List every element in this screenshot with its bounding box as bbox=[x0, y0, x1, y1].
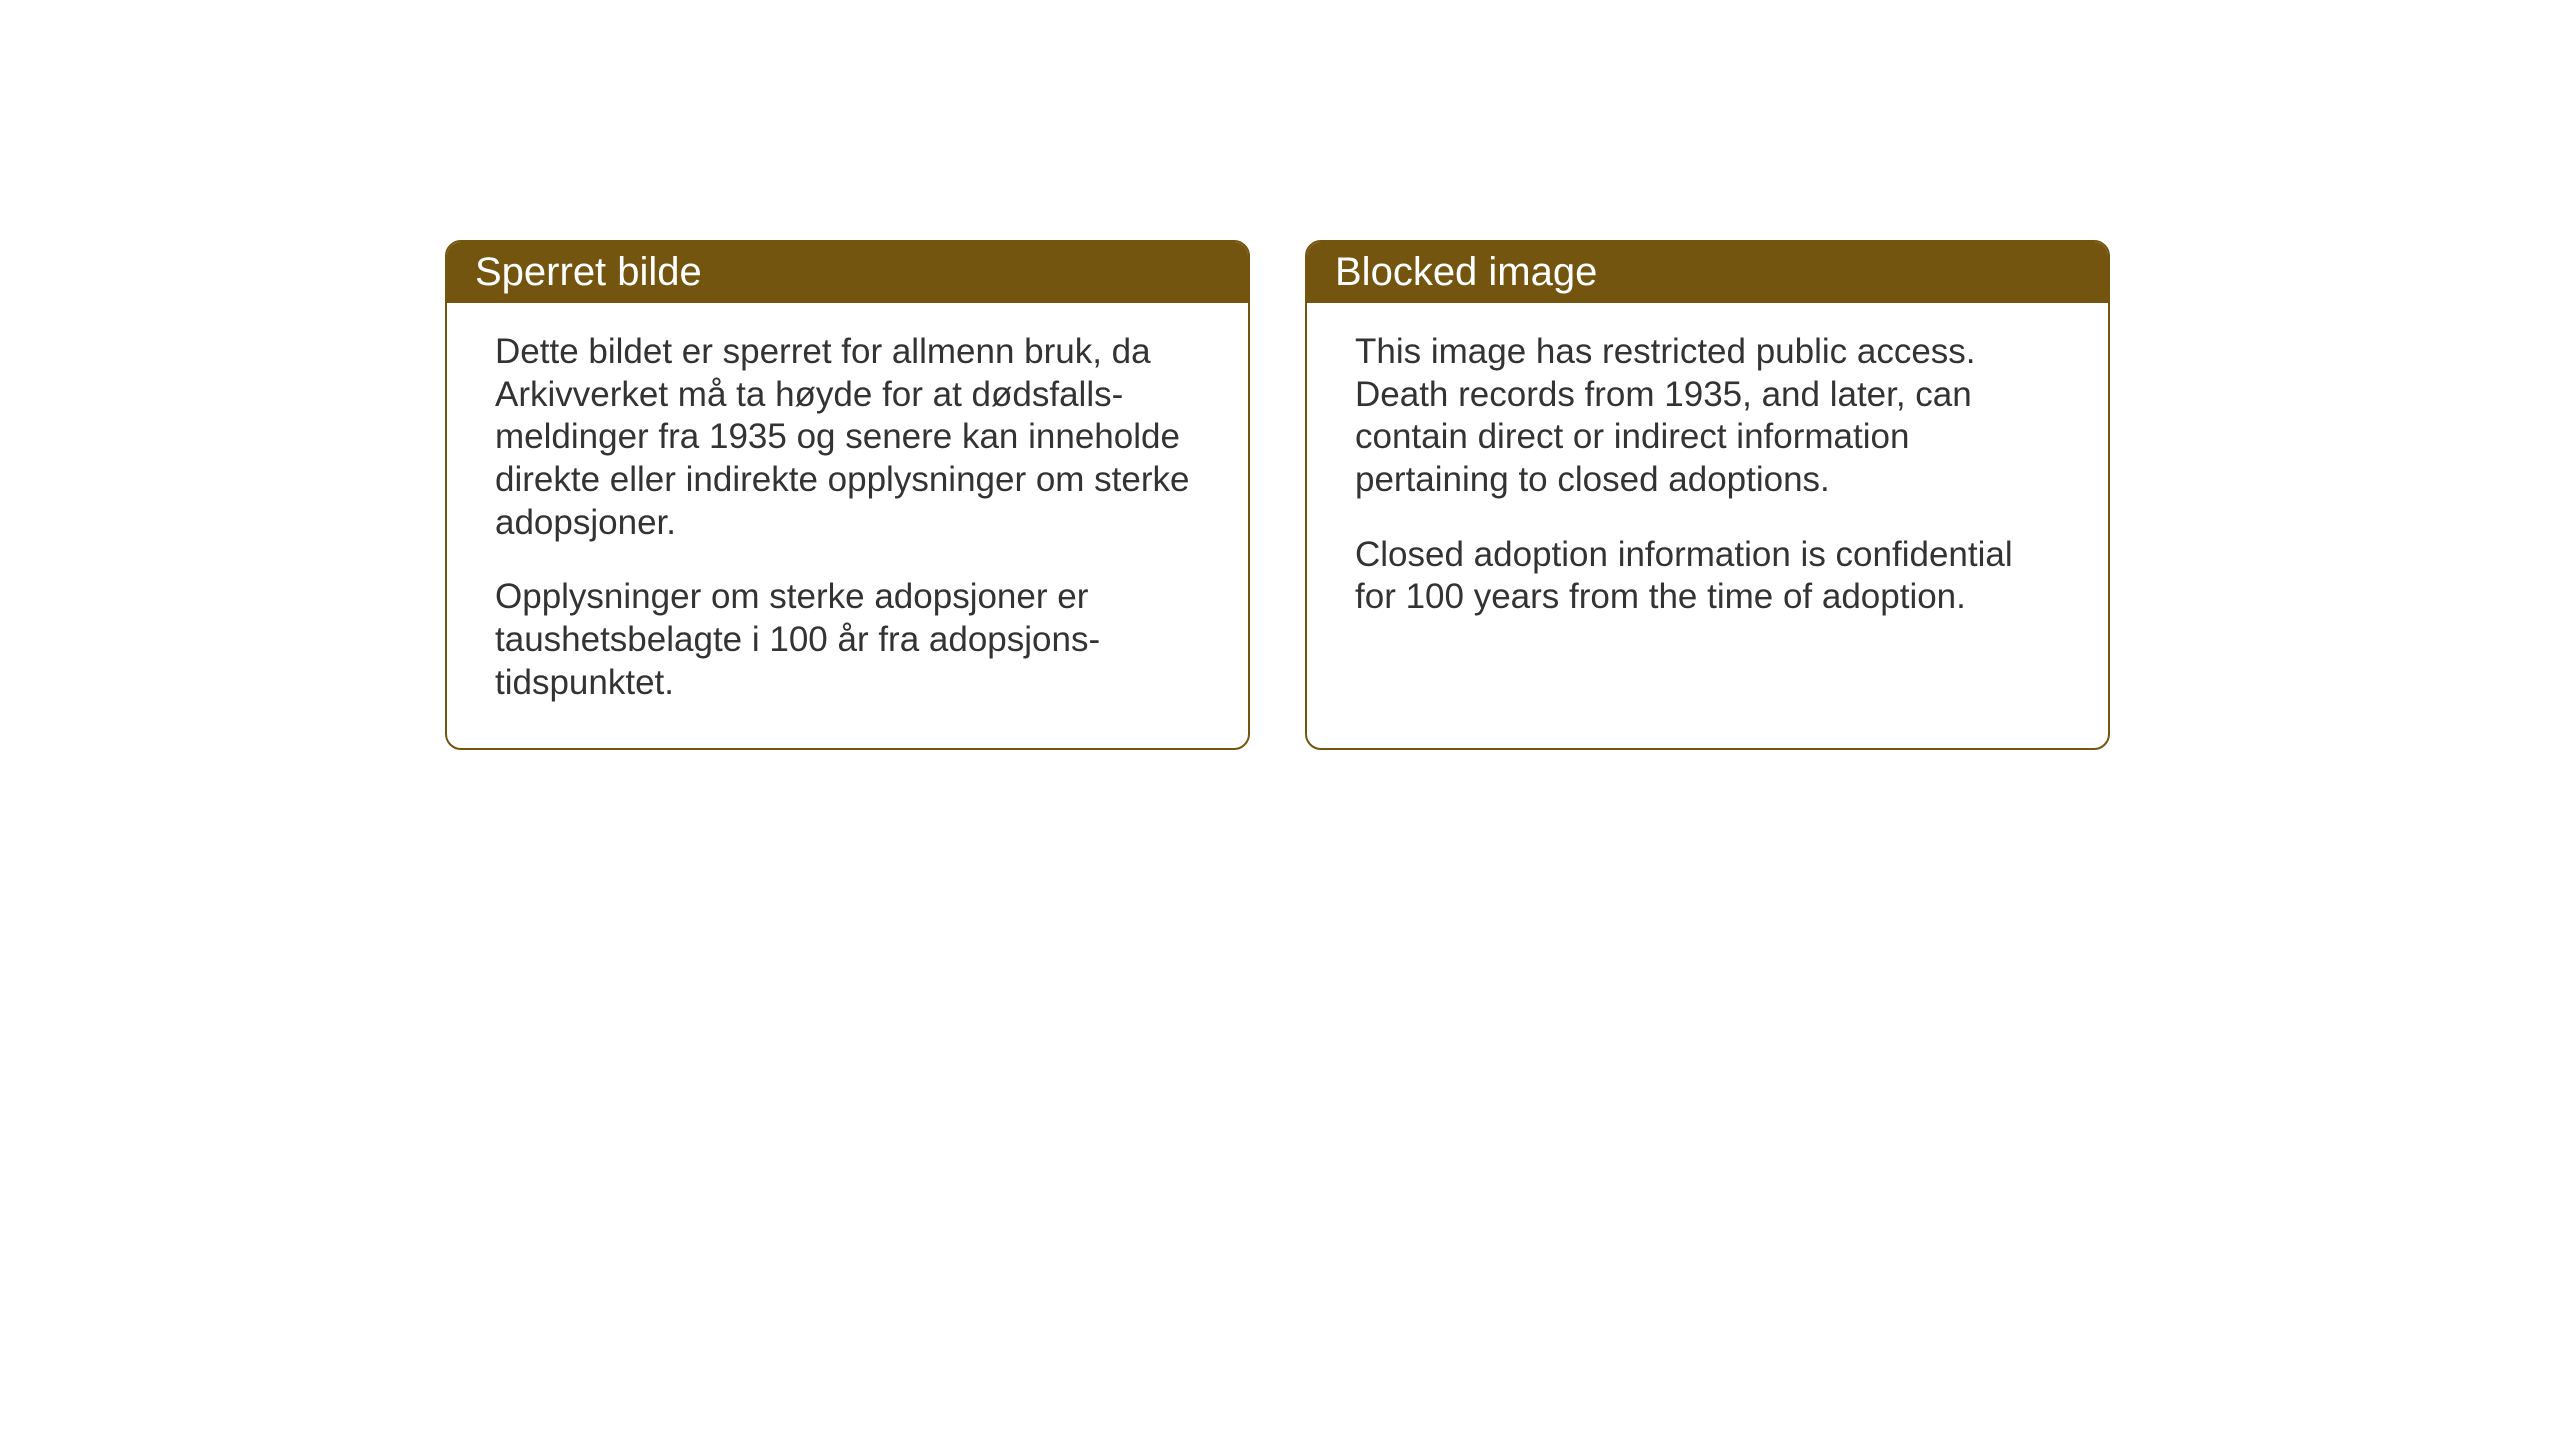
english-card-body: This image has restricted public access.… bbox=[1307, 303, 2108, 655]
english-card-title: Blocked image bbox=[1335, 250, 1597, 294]
norwegian-card-header: Sperret bilde bbox=[447, 242, 1248, 303]
english-paragraph-2: Closed adoption information is confident… bbox=[1355, 534, 2060, 619]
english-card-header: Blocked image bbox=[1307, 242, 2108, 303]
norwegian-card-body: Dette bildet er sperret for allmenn bruk… bbox=[447, 303, 1248, 741]
norwegian-paragraph-1: Dette bildet er sperret for allmenn bruk… bbox=[495, 331, 1200, 544]
notice-container: Sperret bilde Dette bildet er sperret fo… bbox=[445, 240, 2110, 750]
english-paragraph-1: This image has restricted public access.… bbox=[1355, 331, 2060, 502]
norwegian-notice-card: Sperret bilde Dette bildet er sperret fo… bbox=[445, 240, 1250, 750]
norwegian-paragraph-2: Opplysninger om sterke adopsjoner er tau… bbox=[495, 576, 1200, 704]
english-notice-card: Blocked image This image has restricted … bbox=[1305, 240, 2110, 750]
norwegian-card-title: Sperret bilde bbox=[475, 250, 702, 294]
